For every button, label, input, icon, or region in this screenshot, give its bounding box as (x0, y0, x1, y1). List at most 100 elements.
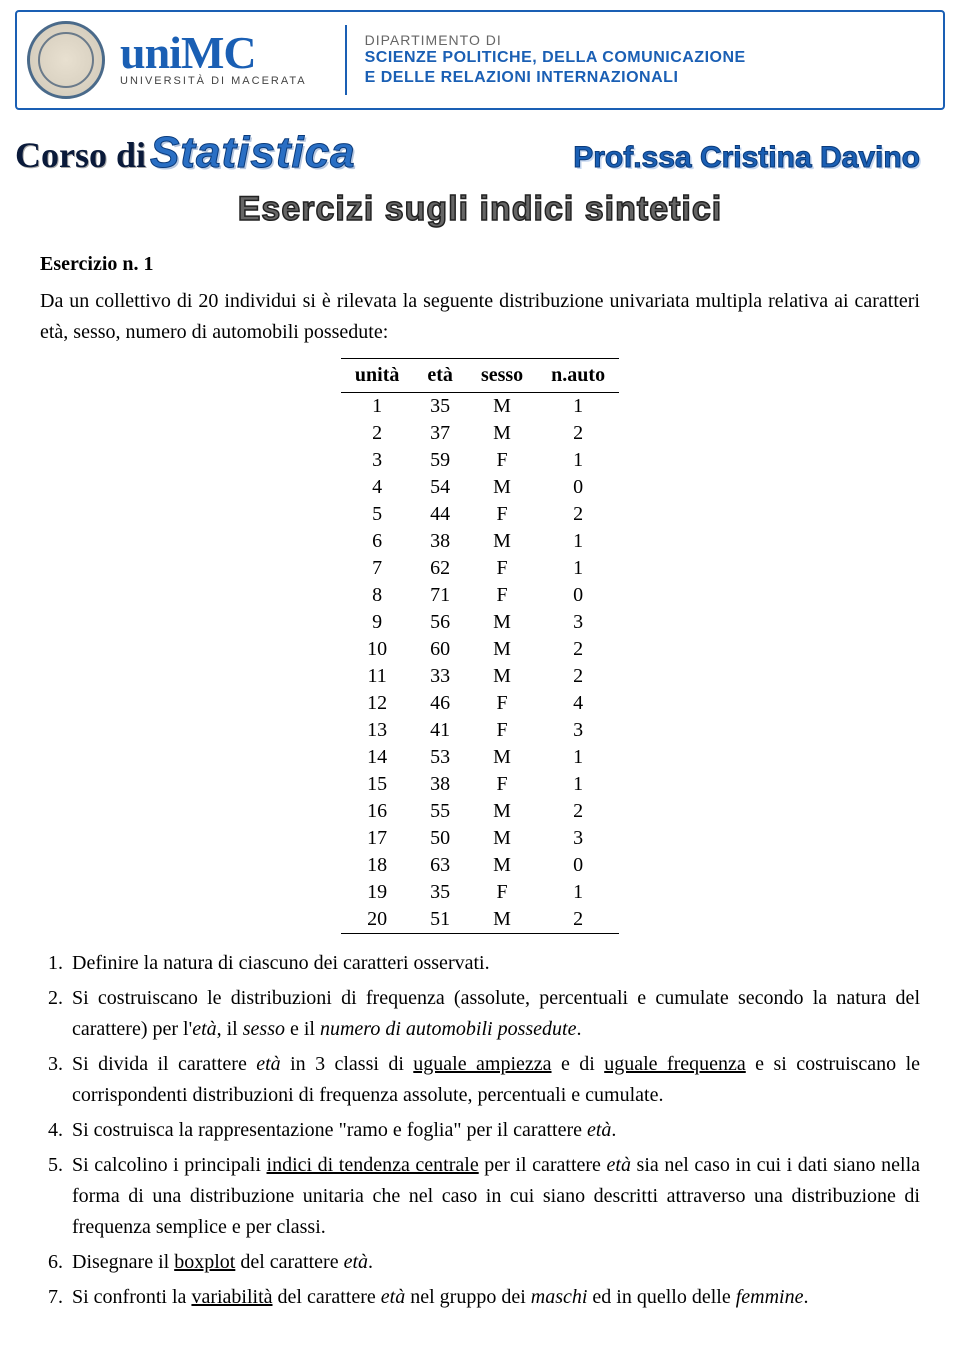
col-unita: unità (341, 359, 413, 393)
table-cell: 56 (413, 609, 467, 636)
table-cell: 3 (537, 825, 619, 852)
table-cell: 33 (413, 663, 467, 690)
table-cell: M (467, 528, 537, 555)
table-cell: F (467, 717, 537, 744)
table-cell: 2 (537, 501, 619, 528)
table-row: 544F2 (341, 501, 619, 528)
professor-name: Prof.ssa Cristina Davino (573, 141, 920, 175)
table-row: 1538F1 (341, 771, 619, 798)
table-cell: 1 (537, 555, 619, 582)
table-row: 871F0 (341, 582, 619, 609)
logo-sub: UNIVERSITÀ DI MACERATA (120, 75, 307, 87)
table-cell: 17 (341, 825, 413, 852)
table-cell: 35 (413, 393, 467, 421)
table-row: 1453M1 (341, 744, 619, 771)
table-cell: 37 (413, 420, 467, 447)
page-subtitle: Esercizi sugli indici sintetici (0, 190, 960, 229)
table-cell: 50 (413, 825, 467, 852)
table-row: 237M2 (341, 420, 619, 447)
table-cell: 8 (341, 582, 413, 609)
corso-label: Corso di (15, 135, 146, 175)
table-cell: 16 (341, 798, 413, 825)
vertical-divider (345, 25, 347, 95)
table-cell: F (467, 771, 537, 798)
table-cell: 1 (537, 447, 619, 474)
table-cell: M (467, 474, 537, 501)
table-cell: 3 (537, 609, 619, 636)
table-cell: 4 (341, 474, 413, 501)
table-cell: F (467, 879, 537, 906)
table-cell: M (467, 798, 537, 825)
table-cell: 38 (413, 528, 467, 555)
table-cell: 12 (341, 690, 413, 717)
table-cell: 1 (341, 393, 413, 421)
table-row: 762F1 (341, 555, 619, 582)
table-cell: 60 (413, 636, 467, 663)
table-cell: F (467, 582, 537, 609)
table-cell: 0 (537, 474, 619, 501)
table-cell: M (467, 906, 537, 934)
question-6: Disegnare il boxplot del carattere età. (68, 1247, 920, 1278)
course-title: Corso di Statistica (15, 128, 356, 178)
table-row: 1246F4 (341, 690, 619, 717)
table-cell: 71 (413, 582, 467, 609)
col-sesso: sesso (467, 359, 537, 393)
table-cell: 1 (537, 393, 619, 421)
table-cell: 15 (341, 771, 413, 798)
statistica-word: Statistica (150, 128, 356, 177)
header-banner: uniMC UNIVERSITÀ DI MACERATA DIPARTIMENT… (15, 10, 945, 110)
question-5: Si calcolino i principali indici di tend… (68, 1150, 920, 1243)
table-cell: 6 (341, 528, 413, 555)
table-cell: 1 (537, 744, 619, 771)
question-2: Si costruiscano le distribuzioni di freq… (68, 983, 920, 1045)
table-cell: M (467, 393, 537, 421)
table-cell: 1 (537, 771, 619, 798)
table-row: 1863M0 (341, 852, 619, 879)
table-cell: 2 (341, 420, 413, 447)
table-row: 135M1 (341, 393, 619, 421)
table-row: 1750M3 (341, 825, 619, 852)
col-nauto: n.auto (537, 359, 619, 393)
table-cell: 55 (413, 798, 467, 825)
table-cell: F (467, 690, 537, 717)
table-row: 1655M2 (341, 798, 619, 825)
table-cell: 2 (537, 663, 619, 690)
table-cell: 53 (413, 744, 467, 771)
table-row: 1060M2 (341, 636, 619, 663)
table-cell: 2 (537, 906, 619, 934)
table-cell: 3 (341, 447, 413, 474)
question-3: Si divida il carattere età in 3 classi d… (68, 1049, 920, 1111)
table-row: 1935F1 (341, 879, 619, 906)
logo-main: uniMC (120, 33, 307, 72)
dept-name-line2: E DELLE RELAZIONI INTERNAZIONALI (365, 68, 746, 88)
table-cell: 4 (537, 690, 619, 717)
title-row: Corso di Statistica Prof.ssa Cristina Da… (0, 118, 960, 178)
table-cell: 14 (341, 744, 413, 771)
table-cell: 7 (341, 555, 413, 582)
table-cell: 10 (341, 636, 413, 663)
table-cell: 41 (413, 717, 467, 744)
dept-label: DIPARTIMENTO DI (365, 32, 746, 48)
table-cell: F (467, 501, 537, 528)
table-cell: M (467, 852, 537, 879)
question-4: Si costruisca la rappresentazione "ramo … (68, 1115, 920, 1146)
table-cell: 62 (413, 555, 467, 582)
table-cell: 13 (341, 717, 413, 744)
table-row: 2051M2 (341, 906, 619, 934)
table-cell: 46 (413, 690, 467, 717)
table-cell: 38 (413, 771, 467, 798)
question-1: Definire la natura di ciascuno dei carat… (68, 948, 920, 979)
table-cell: 44 (413, 501, 467, 528)
table-cell: 1 (537, 528, 619, 555)
table-row: 454M0 (341, 474, 619, 501)
table-cell: 20 (341, 906, 413, 934)
table-cell: 9 (341, 609, 413, 636)
questions-list: Definire la natura di ciascuno dei carat… (40, 948, 920, 1313)
table-cell: 59 (413, 447, 467, 474)
table-cell: F (467, 555, 537, 582)
content: Esercizio n. 1 Da un collettivo di 20 in… (0, 249, 960, 1357)
question-7: Si confronti la variabilità del caratter… (68, 1282, 920, 1313)
table-cell: 54 (413, 474, 467, 501)
table-row: 638M1 (341, 528, 619, 555)
table-cell: 3 (537, 717, 619, 744)
